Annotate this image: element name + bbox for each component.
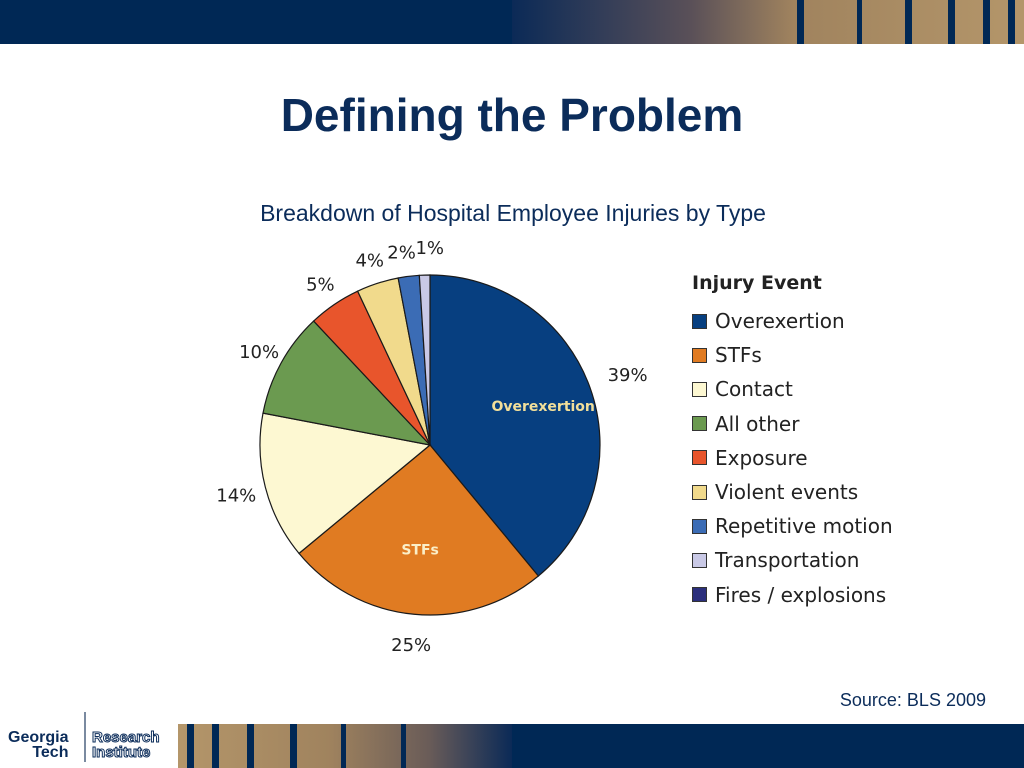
legend-swatch	[692, 484, 707, 500]
pie-slice-all-other	[262, 320, 432, 446]
banner-stripe	[948, 0, 955, 44]
legend-item: Repetitive motion	[692, 509, 893, 543]
legend-item: Fires / explosions	[692, 578, 893, 612]
banner-stripe	[247, 724, 254, 768]
data-label: 4%	[355, 251, 384, 272]
data-label: 5%	[306, 275, 335, 296]
legend-item: Overexertion	[692, 304, 893, 338]
legend-swatch	[692, 347, 707, 363]
banner-stripe	[983, 0, 990, 44]
data-label: 1%	[415, 238, 444, 259]
legend-swatch	[692, 587, 707, 603]
banner-stripe	[797, 0, 804, 44]
legend-item: STFs	[692, 338, 893, 372]
legend-label: All other	[715, 411, 800, 436]
legend-item: Exposure	[692, 441, 893, 475]
banner-stripe	[905, 0, 912, 44]
legend-item: Violent events	[692, 475, 893, 509]
legend-label: STFs	[715, 343, 762, 368]
pie-slice-overexertion	[429, 274, 601, 577]
logo-tower	[84, 712, 86, 762]
legend-label: Overexertion	[715, 309, 845, 334]
slice-inner-label: Overexertion	[491, 399, 594, 415]
banner-stripe	[290, 724, 297, 768]
legend-label: Repetitive motion	[715, 514, 893, 539]
slice-inner-label: STFs	[401, 543, 439, 559]
legend-swatch	[692, 450, 707, 466]
chart-legend: Injury Event Overexertion STFs Contact All …	[692, 272, 893, 612]
legend-swatch	[692, 552, 707, 568]
legend-label: Contact	[715, 377, 793, 402]
legend-item: All other	[692, 407, 893, 441]
data-label: 2%	[387, 243, 416, 264]
slide-title: Defining the Problem	[280, 89, 744, 141]
legend-label: Exposure	[715, 445, 808, 470]
data-label: 14%	[216, 486, 256, 507]
legend-item: Contact	[692, 372, 893, 406]
logo-georgia-tech: Georgia Tech	[8, 729, 69, 761]
legend-swatch	[692, 381, 707, 397]
top-banner-gradient	[512, 0, 1024, 44]
legend-label: Fires / explosions	[715, 582, 887, 607]
data-label: 10%	[239, 342, 279, 363]
data-label: 39%	[608, 365, 648, 386]
legend-label: Transportation	[715, 548, 860, 573]
banner-stripe	[857, 0, 862, 44]
pie-slice-transportation	[418, 274, 431, 446]
chart-title: Breakdown of Hospital Employee Injuries …	[260, 200, 766, 226]
legend-swatch	[692, 313, 707, 329]
banner-stripe	[401, 724, 406, 768]
banner-stripe	[1008, 0, 1015, 44]
logo-research-institute: Research Institute	[91, 729, 160, 761]
data-label: 25%	[391, 635, 431, 656]
legend-label: Violent events	[715, 480, 859, 505]
banner-stripe	[187, 724, 194, 768]
source-note: Source: BLS 2009	[839, 690, 986, 710]
pie-slice-stfs	[298, 444, 540, 616]
banner-stripe	[212, 724, 219, 768]
banner-stripe	[341, 724, 346, 768]
pie-slice-contact	[259, 412, 432, 555]
legend-swatch	[692, 518, 707, 534]
legend-title: Injury Event	[692, 272, 822, 294]
legend-swatch	[692, 416, 707, 432]
legend-item: Transportation	[692, 543, 893, 577]
